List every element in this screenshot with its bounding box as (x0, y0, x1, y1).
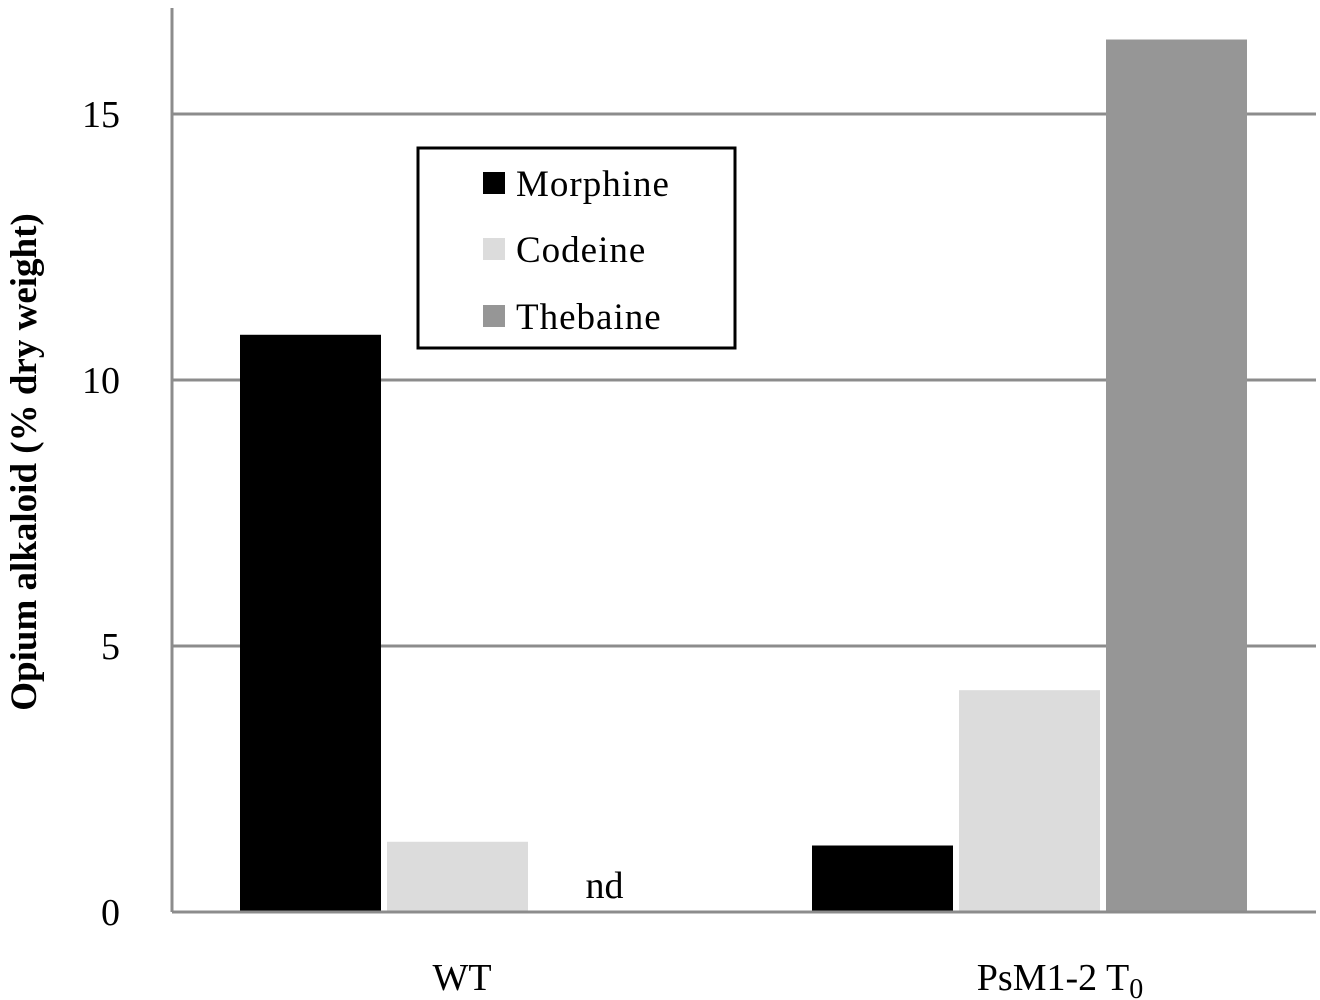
legend: Morphine Codeine Thebaine (416, 146, 737, 350)
legend-swatch-codeine (483, 238, 505, 260)
x-tick-label: PsM1-2 T0 (977, 957, 1143, 1000)
legend-swatch-morphine (483, 172, 505, 194)
bar-codeine-1 (959, 690, 1100, 912)
bar-morphine-0 (240, 334, 381, 912)
legend-label-thebaine: Thebaine (516, 297, 662, 338)
legend-label-morphine: Morphine (516, 164, 670, 205)
y-tick-label: 15 (82, 94, 120, 136)
legend-label-codeine: Codeine (516, 230, 646, 271)
axes (170, 8, 1316, 914)
x-tick-labels: WT PsM1-2 T0 (432, 957, 1143, 1000)
x-tick-label: WT (432, 957, 491, 999)
y-tick-label: 10 (82, 360, 120, 402)
y-tick-label: 0 (101, 892, 120, 934)
annotation-nd: nd (586, 865, 624, 907)
annotations: nd (586, 865, 624, 907)
y-tick-label: 5 (101, 626, 120, 668)
y-axis-label: Opium alkaloid (% dry weight) (4, 213, 45, 711)
legend-swatch-thebaine (483, 305, 505, 327)
y-tick-labels: 0 5 10 15 (82, 94, 120, 934)
bar-morphine-1 (812, 845, 953, 912)
bar-thebaine-1 (1106, 39, 1247, 912)
bars (240, 39, 1247, 912)
bar-codeine-0 (387, 841, 528, 912)
legend-box (416, 146, 737, 350)
